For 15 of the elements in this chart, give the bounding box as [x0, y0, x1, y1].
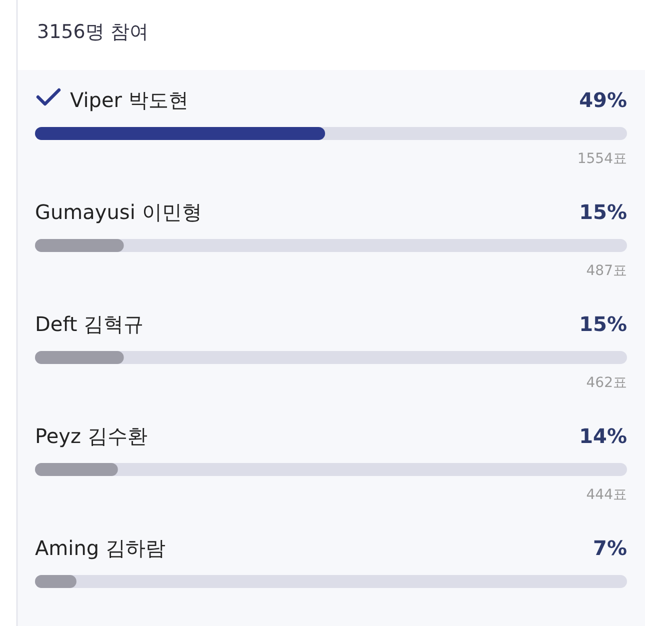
y-tick-label: Viper 박도현: [70, 88, 188, 112]
annotation: 444표: [586, 487, 627, 503]
y-tick-label: Aming 김하람: [35, 536, 166, 560]
annotation: 462표: [586, 375, 627, 391]
data-label: 15%: [579, 200, 627, 224]
annotation: 487표: [586, 263, 627, 279]
data-label: 15%: [579, 312, 627, 336]
y-tick-label: Gumayusi 이민형: [35, 200, 202, 224]
y-tick-label: Peyz 김수환: [35, 424, 148, 448]
y-tick-label: Deft 김혁규: [35, 312, 144, 336]
data-label: 14%: [579, 424, 627, 448]
data-label: 7%: [593, 536, 627, 560]
data-label: 49%: [579, 88, 627, 112]
annotation: 1554표: [577, 151, 627, 167]
chart-title: 3156명 참여: [37, 21, 148, 43]
